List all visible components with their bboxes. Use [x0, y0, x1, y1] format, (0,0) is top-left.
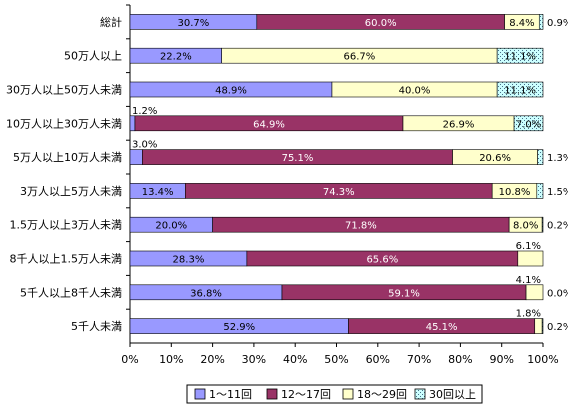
data-label: 0.9% — [547, 18, 568, 29]
legend-label: 18～29回 — [357, 388, 407, 401]
x-tick-label: 70% — [407, 353, 431, 366]
data-label: 40.0% — [399, 86, 431, 97]
data-label: 36.8% — [190, 288, 222, 299]
x-tick-label: 10% — [159, 353, 183, 366]
x-tick-label: 80% — [448, 353, 472, 366]
data-label: 3.0% — [132, 140, 157, 151]
category-label: 5万人以上10万人未満 — [13, 151, 122, 164]
data-label: 20.6% — [479, 153, 511, 164]
bar-segment — [129, 149, 143, 165]
bar-segment — [538, 14, 544, 30]
x-tick-label: 40% — [283, 353, 307, 366]
data-label: 74.3% — [323, 187, 355, 198]
data-label: 13.4% — [142, 187, 174, 198]
bar-segment — [525, 284, 544, 301]
category-label: 5千人未満 — [71, 320, 122, 333]
x-tick-label: 20% — [200, 353, 224, 366]
data-label: 10.8% — [499, 187, 531, 198]
x-tick-label: 50% — [324, 353, 348, 366]
data-label: 66.7% — [344, 52, 376, 63]
data-label: 0.2% — [547, 322, 568, 333]
data-label: 22.2% — [160, 52, 192, 63]
category-label: 1.5万人以上3万人未満 — [10, 219, 123, 232]
data-label: 1.5% — [547, 187, 568, 198]
bar-segment — [517, 250, 544, 267]
legend-label: 1～11回 — [209, 388, 252, 401]
legend-label: 30回以上 — [429, 388, 476, 401]
data-label: 52.9% — [223, 322, 255, 333]
bar-segment — [496, 81, 544, 98]
x-tick-label: 30% — [242, 353, 266, 366]
data-label: 4.1% — [516, 275, 541, 286]
x-tick-label: 90% — [489, 353, 513, 366]
data-label: 1.8% — [516, 309, 541, 320]
x-tick-label: 100% — [527, 353, 558, 366]
data-label: 71.8% — [345, 221, 377, 232]
category-label: 3万人以上5万人未満 — [20, 185, 122, 198]
bar-segment — [513, 115, 544, 132]
data-label: 65.6% — [366, 255, 398, 266]
legend-swatch — [194, 388, 206, 400]
data-label: 45.1% — [426, 322, 458, 333]
data-label: 0.0% — [547, 288, 568, 299]
data-label: 26.9% — [443, 119, 475, 130]
data-label: 0.2% — [547, 221, 568, 232]
data-label: 48.9% — [215, 86, 247, 97]
data-label: 75.1% — [282, 153, 314, 164]
data-label: 11.1% — [504, 86, 536, 97]
category-label: 総計 — [100, 15, 122, 29]
data-label: 20.0% — [155, 221, 187, 232]
data-label: 8.0% — [513, 221, 538, 232]
bar-segment — [541, 318, 544, 334]
legend-label: 12～17回 — [281, 388, 331, 401]
category-label: 30万人以上50万人未満 — [6, 84, 122, 97]
data-label: 64.9% — [253, 119, 285, 130]
data-label: 1.3% — [547, 153, 568, 164]
x-tick-label: 60% — [366, 353, 390, 366]
data-label: 1.2% — [132, 106, 157, 117]
bar-segment — [129, 115, 136, 132]
bar-segment — [534, 318, 543, 334]
data-label: 28.3% — [173, 255, 205, 266]
legend-box — [186, 384, 483, 404]
bar-segment — [541, 216, 544, 233]
data-label: 11.1% — [504, 52, 536, 63]
legend-swatch — [414, 388, 426, 400]
category-label: 10万人以上30万人未満 — [6, 117, 122, 130]
data-label: 30.7% — [178, 18, 210, 29]
legend-swatch — [342, 388, 354, 400]
bar-segment — [536, 183, 544, 199]
data-label: 59.1% — [388, 288, 420, 299]
bar-segment — [537, 149, 544, 165]
category-label: 5千人以上8千人未満 — [20, 286, 122, 299]
x-tick-label: 0% — [121, 353, 138, 366]
data-label: 6.1% — [516, 241, 541, 252]
legend-swatch — [266, 388, 278, 400]
data-label: 60.0% — [365, 18, 397, 29]
data-label: 7.0% — [516, 119, 541, 130]
category-label: 50万人以上 — [64, 50, 122, 63]
category-label: 8千人以上1.5万人未満 — [10, 253, 123, 266]
bar-segment — [496, 47, 544, 64]
data-label: 8.4% — [509, 18, 534, 29]
